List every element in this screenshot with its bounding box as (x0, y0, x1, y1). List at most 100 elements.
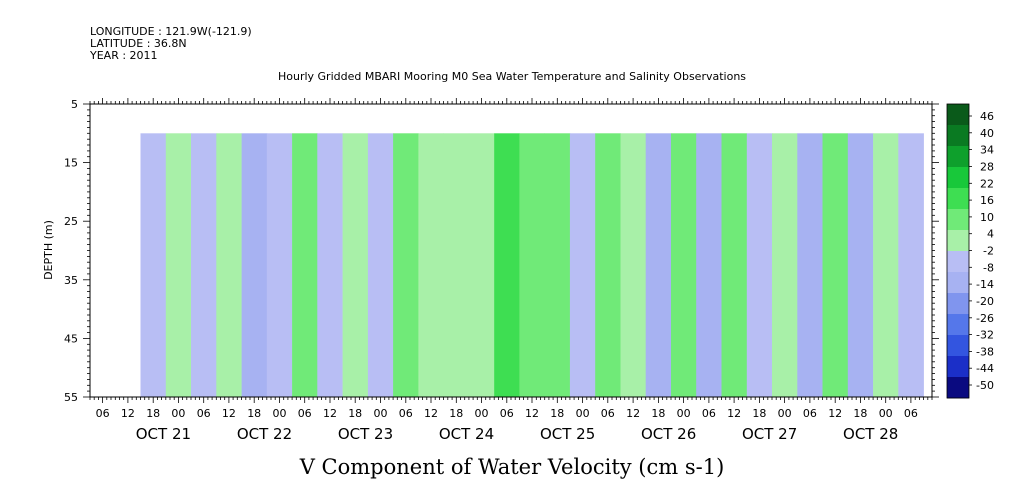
x-hour-label: 06 (702, 407, 716, 420)
colorbar-label: 46 (980, 110, 994, 123)
colorbar-label: 10 (980, 211, 994, 224)
heatmap-cell (822, 133, 849, 398)
heatmap-cell (721, 133, 748, 398)
colorbar-swatch (947, 146, 969, 168)
heatmap-cell (216, 133, 242, 398)
heatmap-cell (140, 133, 167, 398)
heatmap-cell (317, 133, 343, 398)
x-date-label: OCT 26 (641, 425, 696, 443)
colorbar: 46 40 34 28 22 16 10 4 -2 -8 -14 -20 -26 -32 -38 -44 -50 (946, 103, 994, 399)
colorbar-swatch (947, 356, 969, 378)
heatmap-cell (191, 133, 217, 398)
colorbar-swatch (947, 251, 969, 273)
x-hour-label: 12 (323, 407, 337, 420)
x-hour-label: 00 (374, 407, 388, 420)
colorbar-label: 40 (980, 127, 994, 140)
x-hour-label: 06 (601, 407, 615, 420)
y-tick-label: 25 (64, 215, 78, 228)
x-hour-label: 18 (247, 407, 261, 420)
heatmap-cell (292, 133, 318, 398)
heatmap-cell (898, 133, 924, 398)
x-hour-label: 06 (197, 407, 211, 420)
x-date-label: OCT 21 (136, 425, 191, 443)
y-tick-label: 35 (64, 274, 78, 287)
x-hour-label: 12 (626, 407, 640, 420)
x-hour-label: 06 (399, 407, 413, 420)
heatmap-cell (569, 133, 596, 398)
colorbar-label: -26 (976, 312, 994, 325)
x-date-label: OCT 24 (439, 425, 494, 443)
y-tick-label: 15 (64, 157, 78, 170)
colorbar-swatch (947, 104, 969, 126)
x-hour-label: 12 (727, 407, 741, 420)
heatmap-cell (266, 133, 293, 398)
colorbar-swatch (947, 125, 969, 147)
heatmap-cell (772, 133, 798, 398)
x-hour-label: 06 (298, 407, 312, 420)
x-hour-label: 18 (146, 407, 160, 420)
colorbar-swatch (947, 293, 969, 315)
x-date-label: OCT 28 (843, 425, 898, 443)
heatmap-cell (165, 133, 192, 398)
x-hour-label: 12 (828, 407, 842, 420)
colorbar-label: 16 (980, 194, 994, 207)
heatmap-cell (367, 133, 394, 398)
x-hour-label: 12 (222, 407, 236, 420)
y-axis: 5 15 25 35 45 55 (64, 98, 78, 404)
colorbar-label: -32 (976, 329, 994, 342)
colorbar-swatch (947, 272, 969, 294)
y-tick-label: 5 (71, 98, 78, 111)
metadata-block: LONGITUDE : 121.9W(-121.9) LATITUDE : 36… (89, 25, 252, 62)
heatmap-cell (443, 133, 470, 398)
chart-title: Hourly Gridded MBARI Mooring M0 Sea Wate… (278, 70, 746, 83)
heatmap-cell (595, 133, 621, 398)
x-hour-label: 00 (576, 407, 590, 420)
minor-ticks (83, 98, 939, 403)
x-hour-label: 00 (677, 407, 691, 420)
colorbar-label: -14 (976, 278, 994, 291)
y-axis-label: DEPTH (m) (42, 220, 55, 280)
x-hour-label: 06 (500, 407, 514, 420)
colorbar-label: -2 (983, 245, 994, 258)
x-date-label: OCT 27 (742, 425, 797, 443)
latitude-label: LATITUDE : 36.8N (90, 37, 187, 50)
x-hour-label: 00 (273, 407, 287, 420)
x-hour-label: 18 (752, 407, 766, 420)
colorbar-label: 4 (987, 228, 994, 241)
x-axis: 06 12 18 00 06 12 18 00 06 12 18 00 06 12 18 00 06 12 18 00… (96, 407, 918, 443)
x-hour-label: 00 (778, 407, 792, 420)
heatmap-cell (544, 133, 571, 398)
x-hour-label: 06 (96, 407, 110, 420)
heatmap-cell (342, 133, 369, 398)
x-hour-label: 00 (171, 407, 185, 420)
colorbar-swatch (947, 167, 969, 189)
x-hour-label: 00 (475, 407, 489, 420)
chart-subtitle: V Component of Water Velocity (cm s-1) (299, 455, 725, 479)
colorbar-label: -38 (976, 345, 994, 358)
heatmap-cell (873, 133, 899, 398)
heatmap-cell (494, 133, 520, 398)
x-hour-label: 12 (424, 407, 438, 420)
longitude-label: LONGITUDE : 121.9W(-121.9) (90, 25, 252, 38)
heatmap-cell (696, 133, 722, 398)
colorbar-label: -8 (983, 261, 994, 274)
colorbar-label: -44 (976, 362, 994, 375)
heatmap-cell (418, 133, 444, 398)
colorbar-frame (946, 103, 970, 399)
heatmap-cell (393, 133, 419, 398)
heatmap-cell (468, 133, 495, 398)
heatmap-layer (140, 133, 924, 398)
colorbar-swatch (947, 335, 969, 357)
x-hour-label: 18 (651, 407, 665, 420)
x-hour-label: 18 (348, 407, 362, 420)
colorbar-swatch (947, 209, 969, 231)
heatmap-cell (847, 133, 874, 398)
x-hour-label: 12 (525, 407, 539, 420)
colorbar-swatch (947, 230, 969, 252)
x-hour-label: 00 (879, 407, 893, 420)
y-tick-label: 45 (64, 332, 78, 345)
colorbar-label: -20 (976, 295, 994, 308)
year-label: YEAR : 2011 (89, 49, 158, 62)
heatmap-cell (746, 133, 773, 398)
